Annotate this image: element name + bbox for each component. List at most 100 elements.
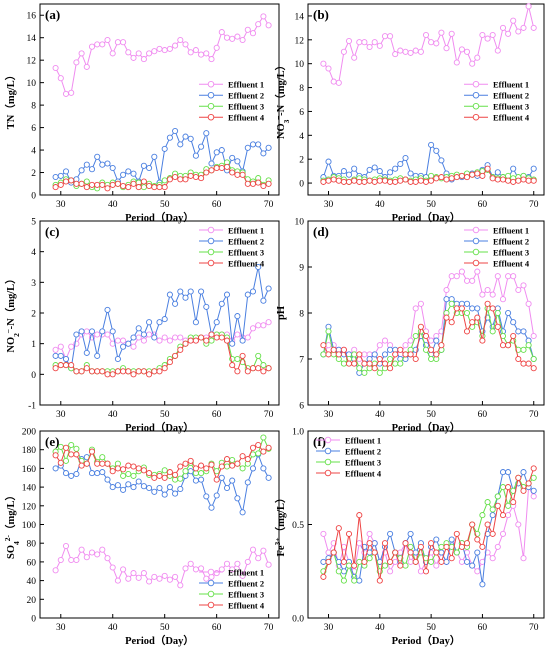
data-point bbox=[94, 551, 101, 558]
data-point bbox=[417, 177, 424, 184]
data-point bbox=[218, 164, 225, 172]
data-point bbox=[125, 462, 132, 469]
data-point bbox=[494, 309, 501, 317]
data-point bbox=[187, 172, 194, 179]
data-point bbox=[187, 457, 194, 464]
data-point bbox=[428, 540, 435, 547]
data-point bbox=[402, 540, 409, 547]
data-point bbox=[52, 365, 59, 372]
data-point bbox=[172, 334, 179, 341]
data-point bbox=[140, 337, 147, 344]
data-point bbox=[166, 576, 173, 583]
data-point bbox=[62, 90, 70, 97]
data-point bbox=[515, 355, 522, 363]
data-point bbox=[234, 355, 241, 363]
data-point bbox=[208, 461, 215, 468]
data-point bbox=[361, 178, 368, 185]
data-point bbox=[428, 337, 435, 344]
data-point bbox=[99, 469, 106, 476]
data-point bbox=[244, 144, 251, 151]
data-point bbox=[366, 555, 373, 562]
data-point bbox=[479, 291, 486, 298]
data-point bbox=[469, 171, 476, 178]
legend-marker bbox=[207, 568, 215, 576]
data-point bbox=[83, 365, 90, 372]
data-point bbox=[88, 166, 96, 173]
y-tick-label: 10 bbox=[27, 79, 37, 89]
y-tick-label: 6 bbox=[299, 108, 304, 118]
data-point bbox=[443, 543, 450, 550]
data-point bbox=[387, 365, 394, 372]
series bbox=[320, 300, 537, 372]
data-point bbox=[407, 170, 414, 177]
data-point bbox=[407, 178, 414, 185]
panel-label: (a) bbox=[45, 7, 60, 22]
data-point bbox=[156, 337, 163, 344]
x-tick-label: 30 bbox=[324, 200, 334, 210]
data-point bbox=[510, 319, 517, 326]
x-tick-label: 40 bbox=[108, 410, 118, 420]
x-tick-label: 30 bbox=[324, 623, 334, 633]
data-point bbox=[505, 309, 512, 317]
data-point bbox=[499, 342, 507, 349]
data-point bbox=[520, 469, 527, 476]
data-point bbox=[99, 181, 106, 188]
data-point bbox=[417, 300, 424, 307]
data-point bbox=[161, 334, 168, 341]
data-point bbox=[166, 176, 173, 183]
legend-marker bbox=[324, 447, 332, 455]
data-point bbox=[397, 160, 404, 168]
data-point bbox=[499, 24, 507, 31]
data-point bbox=[412, 558, 419, 565]
x-axis-label: Period（Day） bbox=[392, 634, 461, 647]
data-point bbox=[448, 319, 455, 326]
data-point bbox=[515, 474, 522, 481]
data-point bbox=[114, 355, 121, 363]
data-point bbox=[130, 180, 137, 187]
data-point bbox=[166, 134, 173, 141]
data-point bbox=[371, 365, 378, 372]
data-point bbox=[469, 319, 476, 326]
data-point bbox=[234, 495, 241, 502]
data-point bbox=[239, 465, 246, 472]
data-point bbox=[146, 164, 153, 172]
data-point bbox=[218, 300, 225, 307]
data-point bbox=[397, 360, 404, 367]
data-point bbox=[161, 467, 168, 474]
data-point bbox=[234, 460, 241, 467]
data-point bbox=[433, 337, 440, 344]
data-point bbox=[208, 337, 215, 344]
data-point bbox=[192, 47, 199, 54]
data-point bbox=[223, 291, 231, 298]
data-point bbox=[407, 337, 414, 344]
data-point bbox=[140, 162, 147, 169]
data-point bbox=[417, 568, 424, 575]
data-point bbox=[244, 334, 251, 341]
data-point bbox=[371, 164, 378, 171]
data-point bbox=[62, 178, 70, 185]
data-point bbox=[62, 168, 70, 175]
data-point bbox=[166, 45, 173, 52]
data-point bbox=[371, 178, 378, 185]
x-tick-label: 40 bbox=[108, 200, 118, 210]
data-point bbox=[255, 352, 262, 359]
data-point bbox=[345, 171, 353, 178]
data-point bbox=[114, 577, 121, 584]
x-tick-label: 30 bbox=[56, 623, 66, 633]
data-point bbox=[265, 319, 272, 326]
data-point bbox=[489, 305, 496, 312]
data-point bbox=[469, 562, 476, 569]
data-point bbox=[422, 31, 430, 39]
data-point bbox=[356, 178, 363, 185]
legend-marker bbox=[472, 80, 480, 88]
data-point bbox=[130, 472, 137, 479]
data-point bbox=[458, 543, 465, 550]
data-point bbox=[177, 485, 184, 493]
data-point bbox=[428, 558, 435, 565]
data-point bbox=[140, 178, 147, 185]
data-point bbox=[249, 444, 257, 451]
legend-label: Effluent 1 bbox=[228, 80, 264, 90]
data-point bbox=[260, 448, 267, 455]
